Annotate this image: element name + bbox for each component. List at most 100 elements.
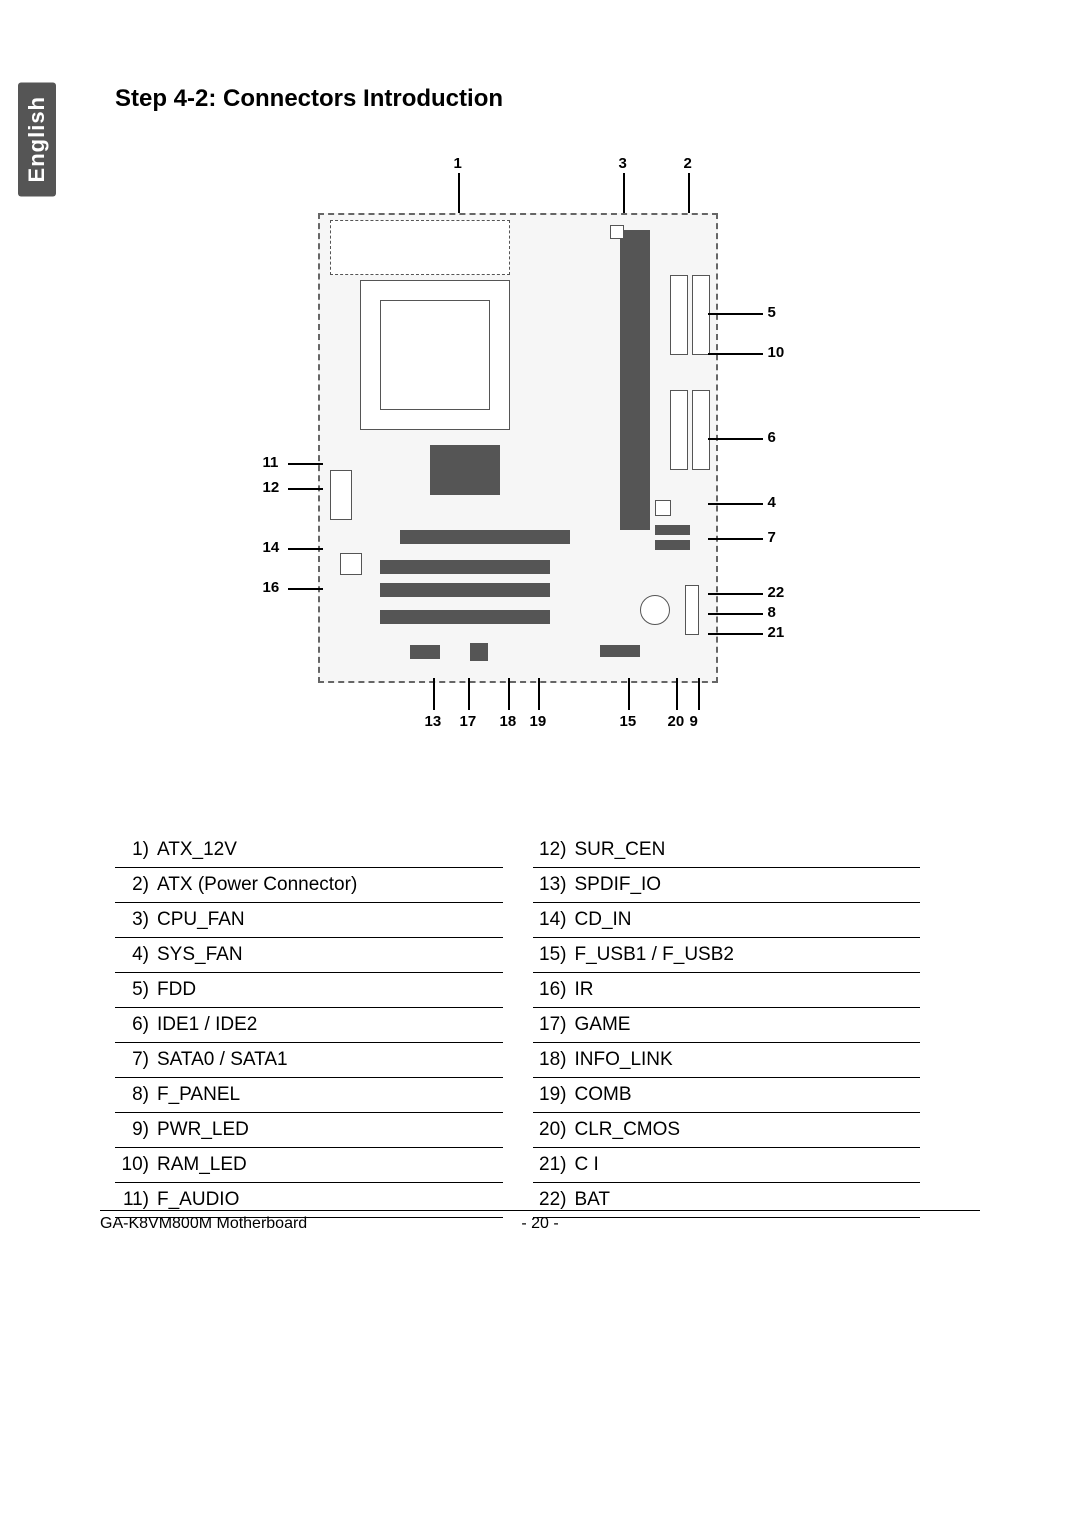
- connector-row: 4)SYS_FAN: [115, 938, 503, 973]
- callout-number: 6: [768, 429, 776, 446]
- connector-label: F_USB1 / F_USB2: [575, 944, 917, 966]
- connector-label: CD_IN: [575, 909, 917, 931]
- connector-row: 12)SUR_CEN: [533, 833, 921, 868]
- connector-label: RAM_LED: [157, 1154, 499, 1176]
- connector-label: GAME: [575, 1014, 917, 1036]
- callout-number: 19: [530, 713, 547, 730]
- callout-number: 20: [668, 713, 685, 730]
- callout-number: 9: [690, 713, 698, 730]
- callout-line: [508, 678, 510, 710]
- connector-row: 1)ATX_12V: [115, 833, 503, 868]
- diagram-wrapper: 13251064722821111214161317181915209: [55, 153, 980, 753]
- connectors-col-left: 1)ATX_12V2)ATX (Power Connector)3)CPU_FA…: [115, 833, 503, 1218]
- callout-line: [708, 503, 763, 505]
- callout-number: 4: [768, 494, 776, 511]
- connector-label: F_PANEL: [157, 1084, 499, 1106]
- connector-label: SATA0 / SATA1: [157, 1049, 499, 1071]
- connector-label: BAT: [575, 1189, 917, 1211]
- connector-num: 11): [119, 1189, 157, 1211]
- section-heading: Step 4-2: Connectors Introduction: [115, 85, 980, 113]
- connector-num: 21): [537, 1154, 575, 1176]
- connector-row: 16)IR: [533, 973, 921, 1008]
- callout-number: 15: [620, 713, 637, 730]
- connector-num: 2): [119, 874, 157, 896]
- callout-line: [628, 678, 630, 710]
- connector-row: 21)C I: [533, 1148, 921, 1183]
- board-outline: [318, 213, 718, 683]
- connector-num: 5): [119, 979, 157, 1001]
- connector-label: SYS_FAN: [157, 944, 499, 966]
- callout-number: 8: [768, 604, 776, 621]
- connector-label: IDE1 / IDE2: [157, 1014, 499, 1036]
- callout-line: [288, 548, 323, 550]
- callout-line: [708, 313, 763, 315]
- connector-row: 10)RAM_LED: [115, 1148, 503, 1183]
- connector-row: 20)CLR_CMOS: [533, 1113, 921, 1148]
- callout-line: [708, 593, 763, 595]
- callout-line: [708, 353, 763, 355]
- connector-label: ATX (Power Connector): [157, 874, 499, 896]
- connector-row: 15)F_USB1 / F_USB2: [533, 938, 921, 973]
- connector-row: 14)CD_IN: [533, 903, 921, 938]
- callout-line: [688, 173, 690, 213]
- connector-num: 9): [119, 1119, 157, 1141]
- callout-number: 16: [263, 579, 280, 596]
- callout-number: 3: [619, 155, 627, 172]
- connector-num: 10): [119, 1154, 157, 1176]
- callout-number: 14: [263, 539, 280, 556]
- callout-number: 7: [768, 529, 776, 546]
- connector-num: 3): [119, 909, 157, 931]
- connector-label: CLR_CMOS: [575, 1119, 917, 1141]
- callout-line: [708, 633, 763, 635]
- connector-num: 7): [119, 1049, 157, 1071]
- connector-num: 6): [119, 1014, 157, 1036]
- connectors-table: 1)ATX_12V2)ATX (Power Connector)3)CPU_FA…: [115, 833, 920, 1218]
- callout-line: [433, 678, 435, 710]
- footer-page-number: - 20 -: [510, 1215, 570, 1233]
- connector-row: 17)GAME: [533, 1008, 921, 1043]
- connector-row: 7)SATA0 / SATA1: [115, 1043, 503, 1078]
- connector-label: F_AUDIO: [157, 1189, 499, 1211]
- connector-label: ATX_12V: [157, 839, 499, 861]
- callout-number: 22: [768, 584, 785, 601]
- callout-number: 13: [425, 713, 442, 730]
- callout-line: [538, 678, 540, 710]
- connector-row: 19)COMB: [533, 1078, 921, 1113]
- connector-row: 8)F_PANEL: [115, 1078, 503, 1113]
- connector-num: 12): [537, 839, 575, 861]
- connector-label: COMB: [575, 1084, 917, 1106]
- connector-label: SUR_CEN: [575, 839, 917, 861]
- connector-label: FDD: [157, 979, 499, 1001]
- callout-number: 12: [263, 479, 280, 496]
- callout-line: [458, 173, 460, 213]
- connector-row: 3)CPU_FAN: [115, 903, 503, 938]
- callout-line: [708, 613, 763, 615]
- callout-number: 18: [500, 713, 517, 730]
- connector-label: INFO_LINK: [575, 1049, 917, 1071]
- motherboard-diagram: 13251064722821111214161317181915209: [208, 153, 828, 753]
- connector-num: 15): [537, 944, 575, 966]
- connector-num: 19): [537, 1084, 575, 1106]
- connector-row: 18)INFO_LINK: [533, 1043, 921, 1078]
- language-tab: English: [18, 82, 56, 196]
- connector-row: 5)FDD: [115, 973, 503, 1008]
- callout-number: 5: [768, 304, 776, 321]
- callout-number: 21: [768, 624, 785, 641]
- connector-num: 8): [119, 1084, 157, 1106]
- footer-model: GA-K8VM800M Motherboard: [100, 1215, 510, 1233]
- connector-num: 20): [537, 1119, 575, 1141]
- callout-number: 11: [263, 454, 279, 471]
- connector-num: 22): [537, 1189, 575, 1211]
- page: Step 4-2: Connectors Introduction: [0, 0, 1080, 1278]
- connector-label: IR: [575, 979, 917, 1001]
- callout-line: [623, 173, 625, 213]
- connector-label: PWR_LED: [157, 1119, 499, 1141]
- connector-label: SPDIF_IO: [575, 874, 917, 896]
- connector-num: 4): [119, 944, 157, 966]
- connector-label: CPU_FAN: [157, 909, 499, 931]
- callout-line: [288, 588, 323, 590]
- connector-label: C I: [575, 1154, 917, 1176]
- callout-number: 17: [460, 713, 477, 730]
- connector-row: 6)IDE1 / IDE2: [115, 1008, 503, 1043]
- connector-num: 14): [537, 909, 575, 931]
